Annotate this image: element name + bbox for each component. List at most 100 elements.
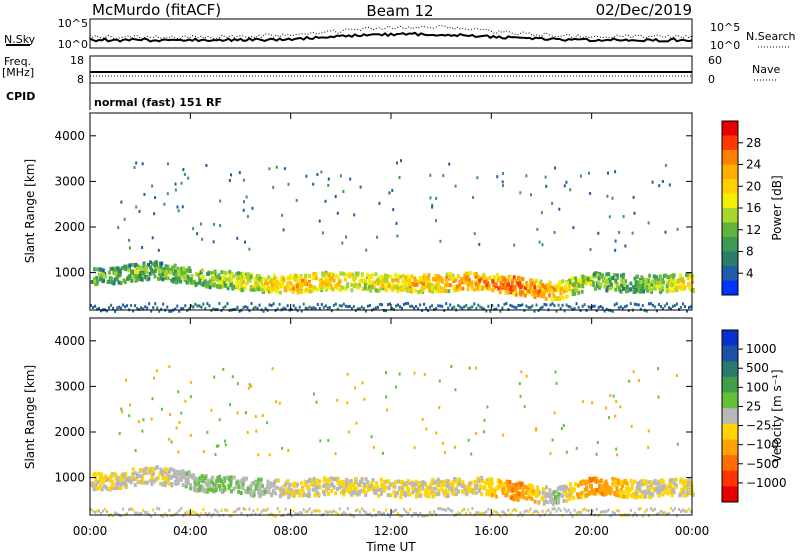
velocity-echo-cell [439, 480, 443, 485]
velocity-echo-cell [457, 481, 461, 486]
velocity-echo-cell [134, 476, 138, 481]
velocity-ground-cell [463, 507, 466, 511]
velocity-ground-cell [344, 512, 347, 516]
power-echo-cell [299, 289, 303, 294]
velocity-echo-cell [329, 489, 333, 493]
power-echo-cell [156, 266, 160, 271]
power-echo-cell [437, 274, 441, 279]
velocity-echo-cell [94, 482, 98, 487]
velocity-ground-cell [403, 507, 405, 511]
power-echo-cell [226, 277, 230, 282]
velocity-echo-cell [229, 475, 233, 480]
velocity-sparse-cell [210, 408, 213, 412]
power-echo-cell [408, 278, 412, 282]
power-ground-cell [661, 307, 664, 311]
velocity-echo-cell [290, 491, 294, 496]
power-echo-cell [109, 266, 113, 271]
power-sparse-cell [341, 241, 344, 245]
velocity-ground-cell [208, 512, 211, 516]
power-ground-cell [324, 304, 327, 308]
velocity-echo-cell [634, 491, 638, 496]
velocity-sparse-cell [247, 386, 250, 390]
velocity-echo-cell [144, 470, 148, 475]
velocity-echo-cell [616, 493, 620, 498]
power-echo-cell [138, 274, 142, 279]
power-echo-cell [344, 273, 348, 277]
velocity-echo-cell [625, 494, 629, 499]
power-echo-cell [484, 278, 488, 283]
power-echo-cell [476, 287, 480, 291]
velocity-ground-cell [641, 514, 644, 518]
velocity-sparse-cell [385, 371, 388, 375]
velocity-ground-cell [493, 509, 496, 513]
power-echo-cell [502, 276, 506, 281]
power-sparse-cell [181, 205, 184, 209]
power-echo-cell [349, 272, 352, 277]
velocity-echo-cell [116, 475, 120, 480]
velocity-sparse-cell [607, 416, 610, 420]
power-ground-cell [330, 309, 333, 313]
velocity-echo-cell [467, 484, 471, 489]
velocity-colorbar-cell [722, 361, 738, 378]
velocity-ground-cell [441, 507, 444, 511]
velocity-echo-cell [424, 482, 428, 487]
velocity-echo-cell [421, 486, 425, 491]
velocity-echo-cell [322, 489, 325, 494]
power-sparse-cell [597, 231, 600, 235]
velocity-ground-cell [190, 511, 193, 515]
velocity-ground-cell [300, 511, 303, 515]
power-echo-cell [213, 272, 217, 277]
power-ground-cell [152, 306, 155, 310]
velocity-sparse-cell [189, 395, 192, 399]
noise-right-bottom-tick: 10^0 [710, 39, 740, 52]
power-ground-cell [682, 302, 684, 306]
velocity-echo-cell [186, 477, 190, 481]
power-echo-cell [686, 275, 690, 280]
power-echo-cell [198, 273, 201, 278]
velocity-echo-cell [172, 474, 176, 478]
velocity-echo-cell [515, 489, 519, 494]
velocity-echo-cell [418, 493, 422, 498]
velocity-ground-cell [136, 511, 139, 515]
velocity-echo-cell [576, 492, 580, 497]
power-ground-cell [140, 306, 143, 310]
velocity-echo-cell [148, 470, 152, 475]
velocity-ground-cell [150, 514, 153, 518]
power-echo-cell [445, 272, 449, 277]
velocity-ground-cell [475, 511, 478, 515]
power-sparse-cell [614, 170, 617, 174]
velocity-sparse-cell [628, 379, 631, 383]
power-echo-cell [415, 282, 419, 287]
velocity-ground-cell [447, 507, 450, 510]
power-echo-cell [308, 273, 312, 278]
power-echo-cell [140, 270, 143, 275]
power-echo-cell [190, 280, 194, 285]
power-echo-cell [550, 285, 554, 290]
velocity-echo-cell [505, 479, 509, 484]
velocity-echo-cell [626, 491, 630, 496]
velocity-sparse-cell [206, 430, 209, 434]
power-echo-cell [361, 287, 365, 292]
velocity-echo-cell [342, 492, 346, 497]
power-ground-cell [678, 307, 680, 311]
power-echo-cell [327, 273, 331, 278]
velocity-echo-cell [549, 499, 553, 504]
velocity-echo-cell [303, 479, 307, 484]
velocity-echo-cell [165, 475, 168, 480]
power-sparse-cell [245, 195, 248, 199]
power-echo-cell [142, 261, 146, 266]
power-echo-cell [440, 276, 444, 281]
power-echo-cell [151, 261, 155, 266]
velocity-echo-cell [342, 485, 346, 490]
velocity-echo-cell [220, 479, 224, 484]
power-echo-cell [399, 287, 403, 292]
power-ground-cell [690, 305, 692, 309]
power-ground-cell [535, 303, 538, 307]
velocity-echo-cell [529, 490, 533, 495]
velocity-echo-cell [552, 490, 556, 495]
power-echo-cell [640, 275, 644, 280]
velocity-echo-cell [288, 492, 291, 497]
power-ground-cell [657, 303, 660, 306]
velocity-ground-cell [483, 511, 486, 515]
velocity-sparse-cell [502, 433, 505, 437]
